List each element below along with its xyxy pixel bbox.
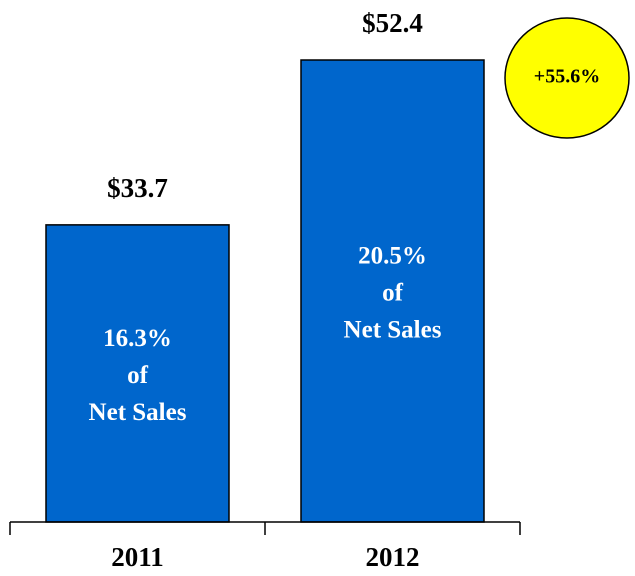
bar-annotation: 16.3% <box>103 325 172 352</box>
x-tick-label: 2011 <box>111 542 164 572</box>
bar-annotation: Net Sales <box>344 317 442 344</box>
bar-annotation: of <box>127 362 149 389</box>
bar <box>45 224 230 523</box>
x-tick-label: 2012 <box>366 542 420 572</box>
bar-annotation: 20.5% <box>358 243 427 270</box>
value-label: $33.7 <box>107 173 168 203</box>
bar-annotation: of <box>382 280 404 307</box>
callout-text: +55.6% <box>534 66 600 88</box>
callout-circle <box>504 17 630 139</box>
bar <box>300 59 485 523</box>
value-label: $52.4 <box>362 8 423 38</box>
bar-annotation: Net Sales <box>89 399 187 426</box>
